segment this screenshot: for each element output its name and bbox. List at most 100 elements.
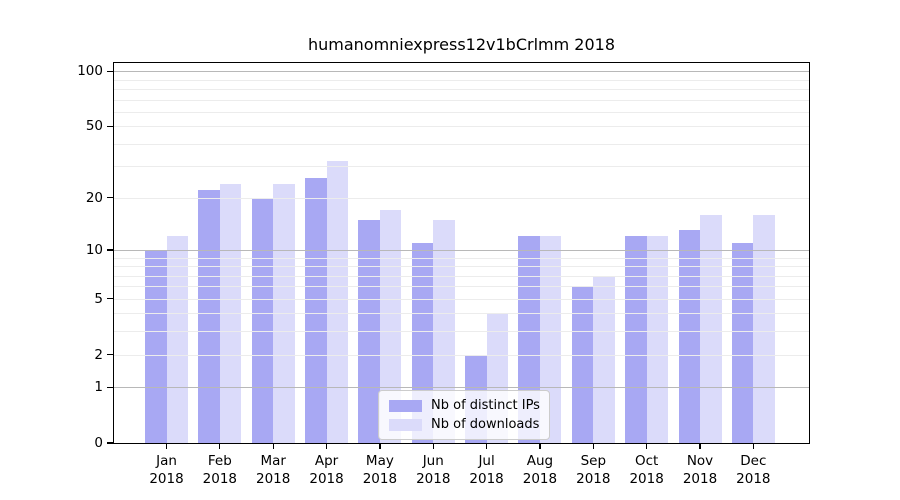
bar-ips-feb-2018: [198, 190, 220, 443]
bar-downloads-oct-2018: [646, 236, 669, 443]
bar-ips-nov-2018: [678, 230, 700, 443]
y-tick-50: [107, 125, 113, 127]
x-tick-year: 2018: [256, 471, 291, 488]
x-tick-month: Oct: [634, 453, 659, 469]
bar-ips-apr-2018: [305, 177, 327, 443]
y-tick-label-5: 5: [94, 290, 103, 307]
gridline-minor-40: [114, 143, 809, 145]
x-tick-year: 2018: [362, 471, 398, 488]
legend-label-downloads: Nb of downloads: [431, 417, 540, 432]
gridline-minor-9: [114, 257, 809, 259]
gridline-minor-2: [114, 354, 809, 356]
x-tick-label-0: Jan 2018: [149, 452, 183, 488]
x-tick-year: 2018: [576, 471, 611, 488]
gridline-minor-80: [114, 89, 809, 91]
x-tick-3: [325, 443, 328, 449]
bar-ips-dec-2018: [731, 242, 754, 443]
legend: Nb of distinct IPs Nb of downloads: [378, 390, 550, 440]
x-tick-year: 2018: [469, 471, 504, 488]
y-tick-label-20: 20: [85, 189, 103, 206]
x-tick-5: [432, 443, 434, 449]
x-tick-label-1: Feb 2018: [203, 452, 237, 488]
y-tick-0: [107, 442, 113, 444]
bar-ips-sep-2018: [571, 286, 594, 443]
x-tick-month: Sep: [580, 453, 607, 469]
legend-item-distinct-ips: Nb of distinct IPs: [379, 398, 549, 413]
y-tick-100: [107, 70, 113, 72]
y-tick-label-100: 100: [77, 63, 103, 80]
x-tick-label-3: Apr 2018: [309, 452, 343, 488]
plot-area: 0 1 2 5 10 20 50 100 Jan 2018 Feb 2018 Mar 2018 Apr 201…: [77, 62, 810, 487]
bar-downloads-may-2018: [379, 210, 402, 443]
legend-swatch-downloads: [389, 418, 422, 431]
gridline-major-100: [114, 71, 809, 73]
x-tick-month: Mar: [260, 453, 286, 469]
x-tick-month: Nov: [686, 453, 714, 469]
x-tick-month: Apr: [314, 453, 339, 469]
x-tick-year: 2018: [682, 471, 718, 488]
x-tick-label-2: Mar 2018: [256, 452, 290, 488]
y-tick-1: [107, 386, 113, 388]
axis-layer: 0 1 2 5 10 20 50 100 Jan 2018 Feb 2018 Mar 2018 Apr 201…: [77, 63, 809, 487]
x-tick-label-10: Nov 2018: [683, 452, 717, 488]
x-tick-month: May: [365, 453, 394, 469]
y-tick-2: [107, 353, 113, 356]
y-tick-label-2: 2: [94, 346, 103, 363]
bar-downloads-dec-2018: [753, 214, 775, 443]
bar-ips-jan-2018: [145, 249, 167, 443]
bar-downloads-apr-2018: [326, 161, 349, 443]
bar-ips-mar-2018: [251, 197, 274, 443]
y-tick-20: [107, 197, 113, 199]
gridline-major-10: [114, 249, 809, 251]
x-tick-7: [539, 443, 541, 449]
gridline-major-1: [114, 387, 809, 389]
x-tick-6: [485, 443, 488, 449]
x-tick-year: 2018: [309, 471, 344, 488]
x-tick-month: Aug: [526, 453, 554, 469]
gridline-minor-50: [114, 126, 809, 128]
x-tick-year: 2018: [416, 471, 451, 488]
gridline-minor-8: [114, 266, 809, 268]
gridline-minor-20: [114, 197, 809, 199]
legend-label-distinct-ips: Nb of distinct IPs: [431, 398, 540, 413]
x-tick-4: [379, 443, 381, 449]
x-tick-2: [272, 443, 274, 449]
x-tick-label-8: Sep 2018: [576, 452, 610, 488]
x-tick-9: [646, 443, 648, 449]
x-tick-10: [699, 443, 701, 449]
gridline-minor-60: [114, 111, 809, 113]
x-tick-label-4: May 2018: [363, 452, 397, 488]
x-tick-month: Jan: [156, 453, 177, 469]
x-tick-0: [165, 443, 168, 449]
x-tick-11: [752, 443, 754, 449]
legend-swatch-distinct-ips: [389, 399, 422, 412]
x-tick-year: 2018: [522, 471, 558, 488]
x-tick-label-7: Aug 2018: [523, 452, 557, 488]
bar-ips-oct-2018: [625, 236, 647, 443]
bar-downloads-sep-2018: [593, 275, 615, 443]
y-tick-5: [107, 298, 113, 300]
legend-item-downloads: Nb of downloads: [379, 417, 549, 432]
x-tick-year: 2018: [149, 471, 184, 488]
grid-layer: [114, 63, 809, 443]
gridline-minor-3: [114, 331, 809, 333]
chart-title: humanomniexpress12v1bCrlmm 2018: [307, 35, 616, 54]
gridline-minor-30: [114, 166, 809, 168]
x-tick-label-6: Jul 2018: [469, 452, 503, 488]
x-tick-8: [592, 443, 594, 449]
bar-downloads-nov-2018: [700, 214, 722, 443]
x-tick-month: Jul: [478, 453, 495, 469]
y-tick-label-50: 50: [85, 118, 103, 135]
x-tick-label-5: Jun 2018: [416, 452, 450, 488]
x-tick-1: [219, 443, 221, 449]
y-tick-label-1: 1: [94, 379, 103, 396]
gridline-minor-7: [114, 275, 809, 277]
x-tick-label-11: Dec 2018: [736, 452, 770, 488]
x-tick-year: 2018: [202, 471, 238, 488]
y-tick-label-0: 0: [94, 435, 103, 451]
x-tick-month: Jun: [422, 453, 444, 469]
x-tick-year: 2018: [629, 471, 664, 488]
y-tick-10: [107, 249, 113, 251]
gridline-minor-70: [114, 99, 809, 101]
